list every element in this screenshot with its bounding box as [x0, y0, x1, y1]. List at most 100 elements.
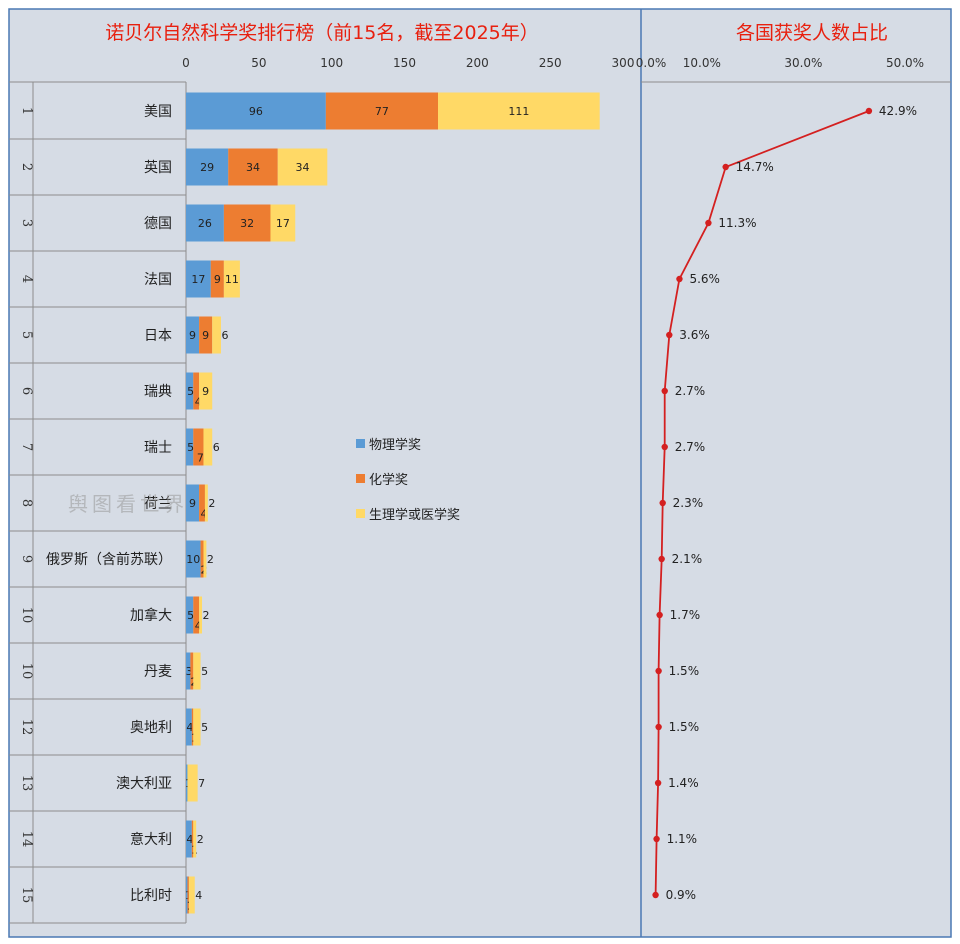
bar-segment-label: 2	[208, 497, 215, 510]
category-label: 瑞士	[144, 440, 172, 456]
bar-segment	[187, 764, 198, 802]
bar-chart-title: 诺贝尔自然科学奖排行榜（前15名，截至2025年）	[105, 22, 539, 44]
bar-segment	[186, 260, 211, 298]
bar-x-tick-label: 300	[612, 56, 635, 70]
bar-segment	[190, 652, 194, 690]
bar-segment	[228, 148, 278, 186]
share-point	[659, 499, 666, 507]
bar-segment	[199, 596, 203, 634]
bar-segment-label: 96	[249, 105, 263, 118]
bar-x-axis: 0 50 100 150 200 250 300	[182, 56, 634, 70]
bar-segment-label: 26	[198, 217, 212, 230]
rank-label: 3	[19, 219, 34, 227]
category-label: 澳大利亚	[116, 776, 172, 792]
rank-label: 13	[19, 775, 34, 792]
bar-segment-label: 34	[246, 161, 260, 174]
bar-segment	[438, 92, 600, 130]
category-label: 日本	[144, 328, 172, 344]
line-x-tick-label: 0.0%	[636, 56, 667, 70]
bar-x-tick-label: 150	[393, 56, 416, 70]
category-label: 加拿大	[130, 607, 172, 624]
bar-segment-label: 2	[197, 833, 204, 846]
bar-segment-label: 9	[189, 329, 196, 342]
bar-segment-label: 77	[375, 105, 389, 118]
line-x-tick-label: 50.0%	[886, 56, 924, 70]
bar-segment	[193, 708, 201, 746]
bar-segment-label: 9	[189, 497, 196, 510]
share-point-label: 11.3%	[718, 216, 756, 230]
bar-segment	[186, 708, 192, 746]
bar-segment-label: 5	[187, 441, 194, 454]
rank-label: 12	[19, 719, 34, 736]
share-point-label: 5.6%	[689, 272, 720, 286]
bar-segment-label: 4	[186, 833, 193, 846]
legend-label: 化学奖	[369, 472, 408, 488]
bar-segment	[186, 204, 224, 242]
share-point-label: 1.5%	[669, 664, 700, 678]
rank-label: 9	[19, 555, 34, 563]
bar-segment-label: 9	[214, 273, 221, 286]
bar-segment	[277, 148, 328, 186]
bar-segment	[186, 596, 194, 634]
share-point	[722, 163, 729, 171]
share-point-label: 0.9%	[666, 888, 697, 902]
bar-segment-label: 6	[213, 441, 220, 454]
share-point-label: 2.1%	[672, 552, 703, 566]
bar-segment-label: 4	[195, 396, 202, 409]
bar-segment	[212, 316, 221, 354]
category-label: 瑞典	[144, 384, 172, 400]
line-x-tick-label: 30.0%	[784, 56, 822, 70]
category-label: 英国	[144, 159, 172, 176]
bar-segment-label: 11	[225, 273, 239, 286]
share-point	[865, 107, 873, 115]
bar-segment	[325, 92, 439, 130]
bar-segment-label: 7	[197, 452, 204, 465]
bar-segment	[200, 540, 204, 578]
bar-x-tick-label: 250	[539, 56, 562, 70]
bar-segment	[186, 428, 194, 466]
share-point	[656, 611, 663, 619]
bar-segment	[199, 484, 205, 522]
bar-segment-label: 5	[187, 385, 194, 398]
bar-segment-label: 9	[202, 329, 209, 342]
rank-label: 1	[19, 107, 34, 115]
rank-label: 8	[19, 499, 34, 507]
share-line-series: 42.9% 14.7% 11.3% 5.6% 3.6% 2.7% 2.7% 2.3% 2.1% 1…	[652, 104, 917, 902]
legend-label: 物理学奖	[369, 437, 421, 453]
bar-x-tick-label: 200	[466, 56, 489, 70]
bar-segment	[187, 876, 189, 914]
bar-segment	[186, 540, 201, 578]
share-point	[652, 891, 659, 899]
share-point-label: 1.7%	[670, 608, 701, 622]
bar-segment	[186, 92, 326, 130]
bar-segment-label: 5	[201, 721, 208, 734]
category-label: 法国	[144, 272, 172, 288]
bar-segment	[186, 876, 188, 914]
share-point	[661, 443, 668, 451]
share-point-label: 42.9%	[879, 104, 917, 118]
watermark-text: 舆图看世界	[68, 492, 188, 516]
bar-segment-label: 32	[240, 217, 254, 230]
bar-segment-label: 4	[195, 620, 202, 633]
share-point-label: 1.4%	[668, 776, 699, 790]
bar-segment-label: 4	[186, 721, 193, 734]
category-label: 丹麦	[144, 664, 172, 680]
bar-segment-label: 34	[296, 161, 310, 174]
legend-swatch	[356, 474, 365, 483]
bar-segment	[193, 652, 201, 690]
share-point-label: 1.1%	[667, 832, 698, 846]
share-point-label: 3.6%	[679, 328, 710, 342]
category-label: 比利时	[130, 888, 172, 904]
category-label: 奥地利	[130, 719, 172, 736]
rank-label: 7	[19, 443, 34, 451]
line-x-tick-label: 10.0%	[683, 56, 721, 70]
bar-segment-label: 5	[201, 665, 208, 678]
category-label: 德国	[144, 216, 172, 232]
category-label: 意大利	[130, 831, 172, 848]
bar-segment-label: 6	[221, 329, 228, 342]
bar-segment-label: 2	[203, 609, 210, 622]
share-point	[654, 779, 662, 787]
share-point-label: 14.7%	[736, 160, 774, 174]
bar-segment-label: 7	[198, 777, 205, 790]
